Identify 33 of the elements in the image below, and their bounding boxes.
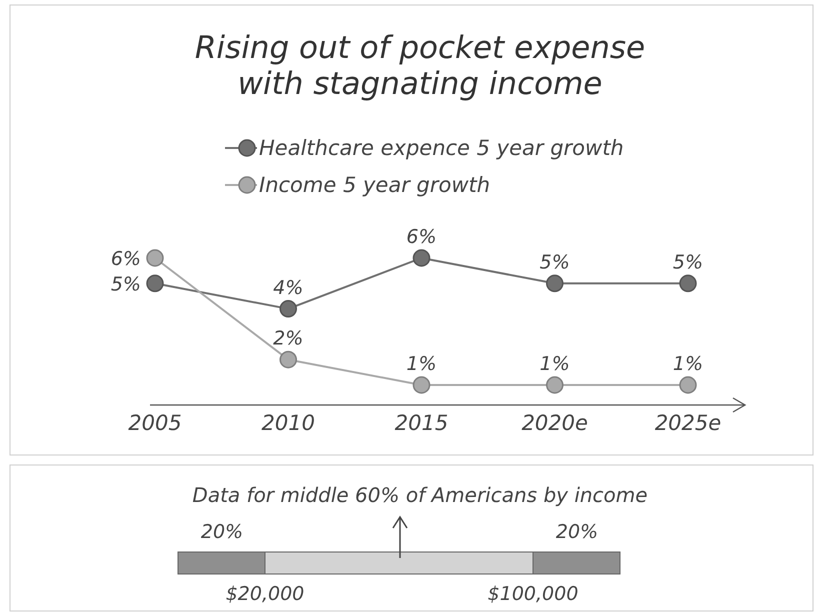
text: $20,000 xyxy=(226,583,304,605)
x-tick-label: 2005 xyxy=(128,411,182,435)
data-label: 2% xyxy=(273,328,304,350)
data-label: 1% xyxy=(406,353,437,375)
x-tick-label: 2015 xyxy=(394,411,448,435)
point xyxy=(412,376,430,394)
text: 20% xyxy=(556,521,598,543)
data-label: 1% xyxy=(672,353,704,375)
legend-label: Healthcare expence 5 year growth xyxy=(259,136,624,160)
x-tick-label: 2010 xyxy=(262,411,315,435)
text: Data for middle 60% of Americans by income xyxy=(192,483,648,507)
point xyxy=(412,249,430,267)
data-label: 1% xyxy=(540,353,570,375)
text: $100,000 xyxy=(488,583,578,605)
point xyxy=(280,350,297,368)
text: 20% xyxy=(200,521,244,543)
x-tick-label: 2025e xyxy=(654,411,722,435)
chart-title: Rising out of pocket expense with stagnating income xyxy=(194,30,646,102)
data-label: 6% xyxy=(110,248,141,270)
point xyxy=(146,274,164,292)
data-label: 5% xyxy=(540,251,570,274)
data-label: 6% xyxy=(406,226,437,248)
data-label: 4% xyxy=(273,276,304,299)
point xyxy=(546,274,564,292)
x-tick-label: 2020e xyxy=(522,411,588,435)
data-label: 5% xyxy=(110,273,141,296)
data-label: 5% xyxy=(672,251,704,274)
point xyxy=(280,300,297,318)
point xyxy=(546,376,564,394)
point xyxy=(679,274,697,292)
legend-label: Income 5 year growth xyxy=(259,173,490,197)
point xyxy=(679,376,697,394)
point xyxy=(146,249,164,267)
